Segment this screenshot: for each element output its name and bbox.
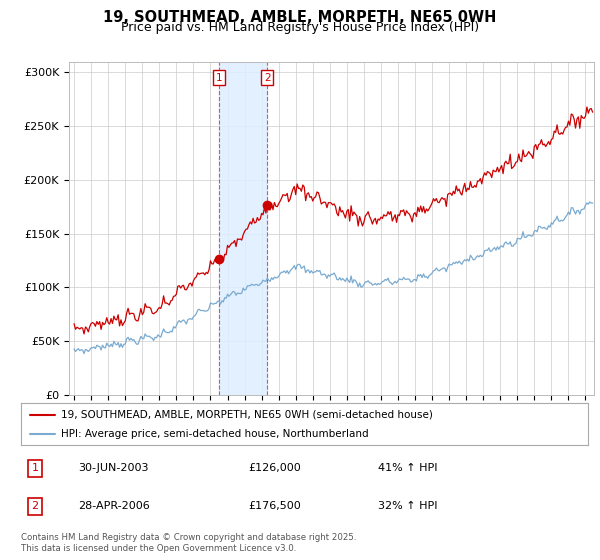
Text: 28-APR-2006: 28-APR-2006 (78, 501, 149, 511)
Text: 1: 1 (32, 463, 38, 473)
Text: 41% ↑ HPI: 41% ↑ HPI (378, 463, 438, 473)
Text: 30-JUN-2003: 30-JUN-2003 (78, 463, 148, 473)
Text: £176,500: £176,500 (248, 501, 301, 511)
Text: 1: 1 (215, 73, 223, 83)
Text: Price paid vs. HM Land Registry's House Price Index (HPI): Price paid vs. HM Land Registry's House … (121, 21, 479, 34)
Text: HPI: Average price, semi-detached house, Northumberland: HPI: Average price, semi-detached house,… (61, 429, 368, 439)
Text: 19, SOUTHMEAD, AMBLE, MORPETH, NE65 0WH (semi-detached house): 19, SOUTHMEAD, AMBLE, MORPETH, NE65 0WH … (61, 409, 433, 419)
Text: 32% ↑ HPI: 32% ↑ HPI (378, 501, 438, 511)
Text: 2: 2 (32, 501, 39, 511)
Text: £126,000: £126,000 (248, 463, 301, 473)
Text: 19, SOUTHMEAD, AMBLE, MORPETH, NE65 0WH: 19, SOUTHMEAD, AMBLE, MORPETH, NE65 0WH (103, 10, 497, 25)
Bar (219, 62, 267, 395)
Text: Contains HM Land Registry data © Crown copyright and database right 2025.
This d: Contains HM Land Registry data © Crown c… (21, 533, 356, 553)
Text: 2: 2 (264, 73, 271, 83)
